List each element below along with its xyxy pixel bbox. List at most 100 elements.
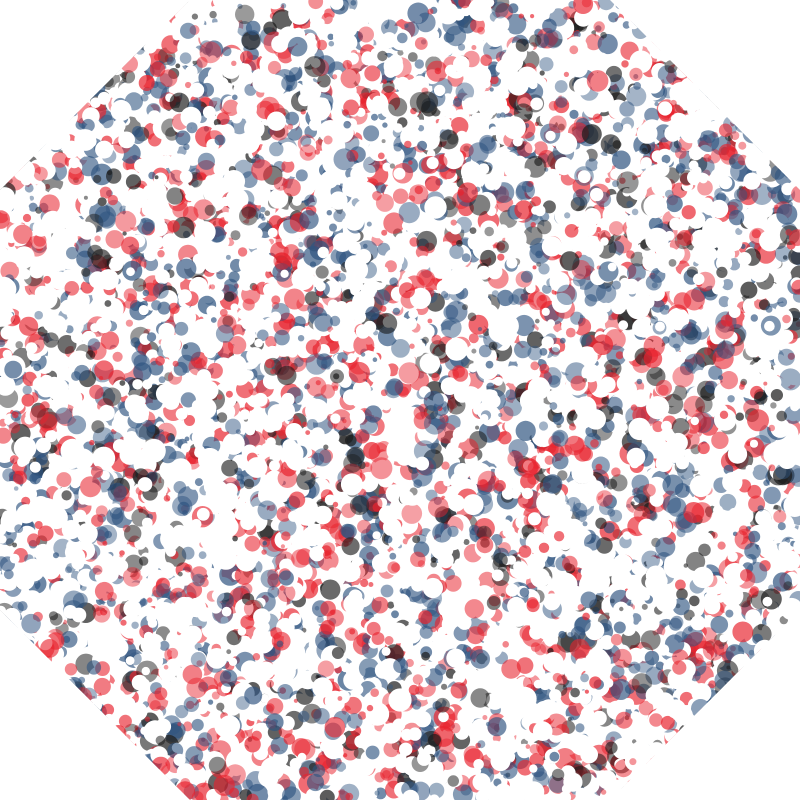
blue-dot — [87, 85, 94, 93]
black-dot — [28, 703, 37, 711]
blue-dot — [101, 789, 109, 797]
white-dot — [56, 712, 68, 724]
white-dot — [2, 158, 17, 172]
white-dot — [66, 772, 88, 795]
blue-dot — [746, 677, 751, 683]
white-dot — [55, 727, 68, 740]
red-dot — [302, 421, 308, 427]
red-dot — [787, 144, 800, 165]
white-dot — [634, 773, 648, 787]
white-dot — [689, 756, 708, 776]
blue-dot — [768, 676, 782, 690]
white-dot — [760, 31, 775, 46]
white-dot — [106, 729, 123, 746]
black-dot — [108, 793, 119, 800]
red-dot — [658, 792, 663, 797]
blue-dot — [0, 702, 20, 722]
white-dot — [11, 707, 29, 724]
red-dot — [776, 696, 798, 718]
white-dot — [464, 547, 479, 561]
black-dot — [92, 56, 113, 77]
red-dot — [649, 791, 666, 800]
white-dot — [13, 766, 34, 787]
red-dot — [162, 0, 174, 6]
white-dot — [630, 772, 655, 796]
blue-dot — [0, 125, 10, 136]
white-dot — [42, 686, 57, 700]
white-dot — [707, 760, 721, 774]
red-dot — [761, 137, 778, 154]
blue-dot — [5, 56, 10, 61]
red-dot — [32, 18, 49, 35]
red-dot — [718, 722, 734, 738]
white-dot — [14, 63, 23, 73]
black-dot — [76, 752, 99, 775]
white-dot — [93, 12, 111, 30]
red-dot — [752, 10, 767, 24]
blue-dot — [77, 700, 91, 714]
red-dot — [70, 705, 78, 713]
blue-dot — [32, 664, 51, 683]
white-dot — [23, 43, 40, 60]
red-dot — [763, 746, 783, 767]
white-dot — [0, 740, 19, 760]
white-dot — [136, 764, 158, 785]
white-dot — [81, 15, 105, 39]
red-dot — [563, 71, 570, 77]
blue-dot — [0, 677, 10, 694]
blue-dot — [16, 633, 37, 654]
red-dot — [789, 48, 800, 60]
red-dot — [666, 769, 671, 774]
blue-dot — [755, 690, 765, 700]
blue-dot — [52, 18, 63, 29]
white-dot — [0, 147, 9, 163]
red-dot — [18, 0, 40, 13]
white-dot — [665, 785, 685, 800]
blue-dot — [680, 43, 690, 53]
black-dot — [102, 75, 114, 88]
white-dot — [90, 6, 112, 29]
white-dot — [14, 758, 34, 778]
blue-dot — [729, 744, 741, 756]
white-dot — [781, 133, 800, 154]
red-dot — [53, 759, 68, 774]
white-dot — [112, 1, 126, 16]
white-dot — [788, 150, 800, 173]
blue-dot — [0, 731, 8, 739]
red-dot — [38, 103, 45, 111]
white-dot — [668, 773, 685, 790]
red-dot — [244, 535, 261, 552]
white-dot — [13, 149, 26, 162]
blue-dot — [782, 646, 794, 659]
white-dot — [774, 736, 787, 749]
white-dot — [773, 674, 788, 689]
blue-dot — [153, 0, 166, 9]
red-dot — [776, 114, 786, 124]
white-dot — [713, 26, 736, 49]
white-dot — [681, 786, 700, 800]
white-dot — [122, 2, 140, 21]
blue-dot — [733, 32, 755, 55]
red-dot — [719, 721, 731, 733]
white-dot — [743, 42, 763, 62]
white-dot — [70, 726, 93, 749]
blue-dot — [658, 766, 677, 786]
white-dot — [24, 0, 37, 12]
red-dot — [714, 33, 727, 46]
blue-dot — [0, 150, 20, 172]
white-dot — [88, 713, 101, 727]
white-dot — [782, 787, 800, 800]
white-dot — [787, 136, 800, 158]
red-dot — [534, 643, 547, 656]
white-dot — [782, 89, 791, 98]
white-dot — [726, 698, 735, 707]
red-dot — [92, 750, 105, 764]
blue-dot — [316, 615, 324, 624]
red-dot — [9, 645, 15, 651]
white-dot — [111, 42, 132, 63]
red-dot — [770, 146, 775, 151]
red-dot — [675, 733, 682, 740]
black-dot — [15, 341, 23, 349]
white-dot — [729, 782, 741, 793]
white-dot — [22, 701, 39, 718]
